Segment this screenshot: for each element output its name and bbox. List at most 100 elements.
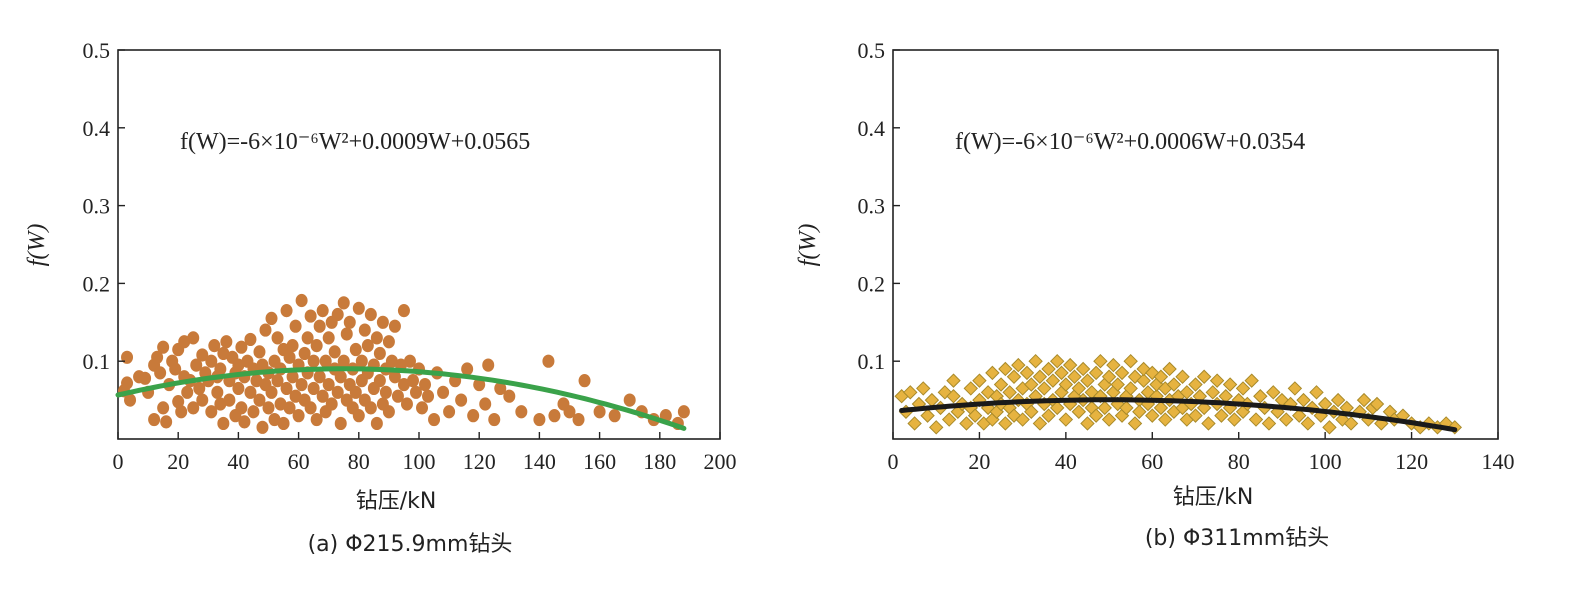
- data-point-b-12: [946, 389, 961, 404]
- x-tick-label-b-4: 80: [1228, 449, 1250, 474]
- data-point-a-100: [313, 370, 326, 384]
- data-point-a-11: [157, 340, 170, 354]
- data-point-a-125: [352, 301, 365, 315]
- data-point-a-112: [331, 307, 344, 322]
- data-point-a-95: [307, 354, 320, 368]
- data-point-b-122: [1201, 416, 1216, 431]
- data-point-b-129: [1222, 377, 1238, 392]
- data-point-a-40: [217, 416, 230, 431]
- data-point-a-5: [139, 371, 152, 385]
- data-point-a-160: [419, 377, 432, 392]
- data-point-a-111: [331, 385, 344, 399]
- y-axis-ticks-b: 0.1 0.2 0.3 0.4 0.5: [858, 38, 900, 374]
- data-point-b-125: [1209, 373, 1225, 388]
- data-point-b-5: [916, 381, 931, 396]
- data-point-a-72: [271, 374, 284, 388]
- data-point-a-157: [409, 385, 422, 399]
- data-point-a-126: [352, 409, 365, 423]
- data-point-b-86: [1114, 365, 1130, 381]
- data-point-a-169: [467, 409, 480, 423]
- data-point-a-118: [340, 327, 353, 341]
- x-tick-label-a-6: 120: [463, 449, 496, 474]
- data-point-a-62: [256, 420, 269, 434]
- data-point-a-108: [325, 397, 338, 411]
- data-point-b-11: [941, 412, 957, 427]
- data-point-a-155: [403, 354, 416, 368]
- data-point-a-74: [274, 397, 287, 411]
- data-point-a-83: [289, 389, 302, 403]
- x-axis-label-a: 钻压/kN: [356, 489, 437, 514]
- data-point-a-103: [319, 354, 332, 368]
- data-point-b-2: [903, 385, 918, 400]
- data-point-a-54: [244, 332, 257, 347]
- data-point-a-127: [355, 354, 368, 368]
- data-point-b-43: [1024, 404, 1039, 419]
- data-point-a-93: [304, 309, 317, 323]
- data-point-a-24: [187, 331, 200, 345]
- data-point-b-52: [1041, 408, 1056, 423]
- data-point-a-78: [280, 381, 293, 396]
- data-point-a-94: [304, 401, 317, 415]
- data-point-b-56: [1050, 400, 1065, 416]
- data-point-a-76: [277, 416, 290, 431]
- equation-a: f(W)=-6×10⁻⁶W²+0.0009W+0.0565: [180, 129, 530, 155]
- caption-a: (a) Φ215.9mm钻头: [308, 532, 513, 557]
- data-point-b-95: [1136, 373, 1151, 388]
- data-point-a-29: [196, 393, 209, 407]
- data-point-a-82: [286, 339, 299, 353]
- data-point-b-82: [1106, 357, 1121, 373]
- x-axis-ticks-b: 0 20 40 60 80 100 120 140: [888, 432, 1515, 474]
- data-point-a-129: [358, 323, 371, 337]
- x-tick-label-b-1: 20: [968, 449, 990, 474]
- data-point-b-8: [929, 420, 944, 435]
- data-point-b-13: [946, 373, 961, 388]
- data-point-b-48: [1032, 369, 1048, 384]
- data-point-a-20: [178, 335, 191, 349]
- y-tick-label-b-1: 0.2: [858, 271, 886, 296]
- x-tick-label-a-7: 140: [523, 449, 556, 474]
- equation-b: f(W)=-6×10⁻⁶W²+0.0006W+0.0354: [955, 129, 1305, 155]
- data-point-a-32: [205, 354, 218, 368]
- x-tick-label-b-6: 120: [1395, 449, 1428, 474]
- data-point-b-7: [924, 392, 940, 408]
- data-point-a-18: [172, 395, 185, 409]
- data-point-a-3: [124, 393, 137, 407]
- chart-panel-a: 0 20 40 60 80 100 120 140 160 180 200 0.1 0.2 0.3 0.4…: [24, 38, 737, 557]
- data-point-a-66: [262, 401, 275, 415]
- plot-frame-b: [892, 49, 1499, 440]
- data-point-a-144: [379, 385, 392, 399]
- data-point-a-131: [361, 339, 374, 353]
- data-point-a-182: [572, 412, 585, 427]
- data-point-a-89: [298, 346, 311, 361]
- data-point-b-143: [1279, 412, 1294, 427]
- data-point-b-123: [1205, 385, 1220, 400]
- data-point-a-147: [385, 354, 398, 368]
- x-tick-label-a-8: 160: [583, 449, 616, 474]
- data-point-a-68: [265, 385, 278, 399]
- data-point-a-88: [295, 377, 308, 392]
- data-point-a-161: [422, 389, 435, 403]
- y-tick-label-a-1: 0.2: [83, 271, 111, 296]
- data-point-a-124: [349, 385, 362, 399]
- y-tick-label-a-3: 0.4: [83, 116, 111, 141]
- y-tick-label-b-2: 0.3: [858, 194, 886, 219]
- x-tick-label-a-9: 180: [643, 449, 676, 474]
- data-point-a-110: [328, 345, 341, 359]
- data-point-b-140: [1266, 385, 1281, 400]
- data-point-b-60: [1058, 377, 1074, 392]
- data-point-a-91: [301, 331, 314, 345]
- data-point-a-170: [473, 377, 486, 392]
- data-point-b-94: [1132, 404, 1147, 419]
- data-point-a-176: [515, 405, 528, 419]
- data-point-b-51: [1041, 361, 1056, 377]
- data-point-a-183: [578, 374, 591, 388]
- x-axis-label-b: 钻压/kN: [1173, 485, 1254, 510]
- data-point-a-153: [397, 377, 410, 392]
- data-point-b-118: [1188, 408, 1203, 423]
- data-point-b-79: [1101, 369, 1117, 384]
- data-point-a-67: [265, 311, 278, 326]
- data-point-a-152: [397, 304, 410, 318]
- data-point-a-84: [289, 319, 302, 333]
- data-point-b-147: [1296, 392, 1311, 408]
